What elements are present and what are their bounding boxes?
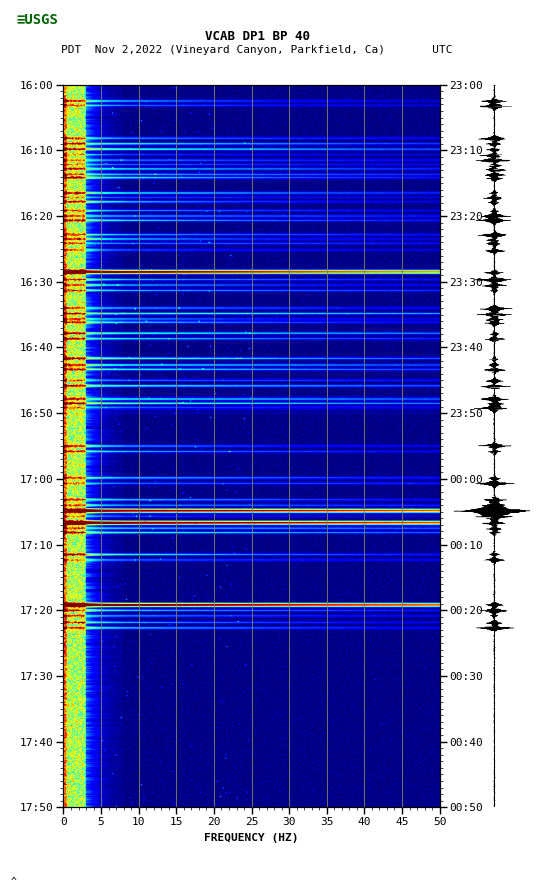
X-axis label: FREQUENCY (HZ): FREQUENCY (HZ) bbox=[204, 832, 299, 843]
Text: ^: ^ bbox=[11, 877, 17, 887]
Text: PDT  Nov 2,2022 (Vineyard Canyon, Parkfield, Ca)       UTC: PDT Nov 2,2022 (Vineyard Canyon, Parkfie… bbox=[61, 45, 453, 55]
Text: VCAB DP1 BP 40: VCAB DP1 BP 40 bbox=[205, 29, 310, 43]
Text: ≡USGS: ≡USGS bbox=[17, 13, 59, 28]
